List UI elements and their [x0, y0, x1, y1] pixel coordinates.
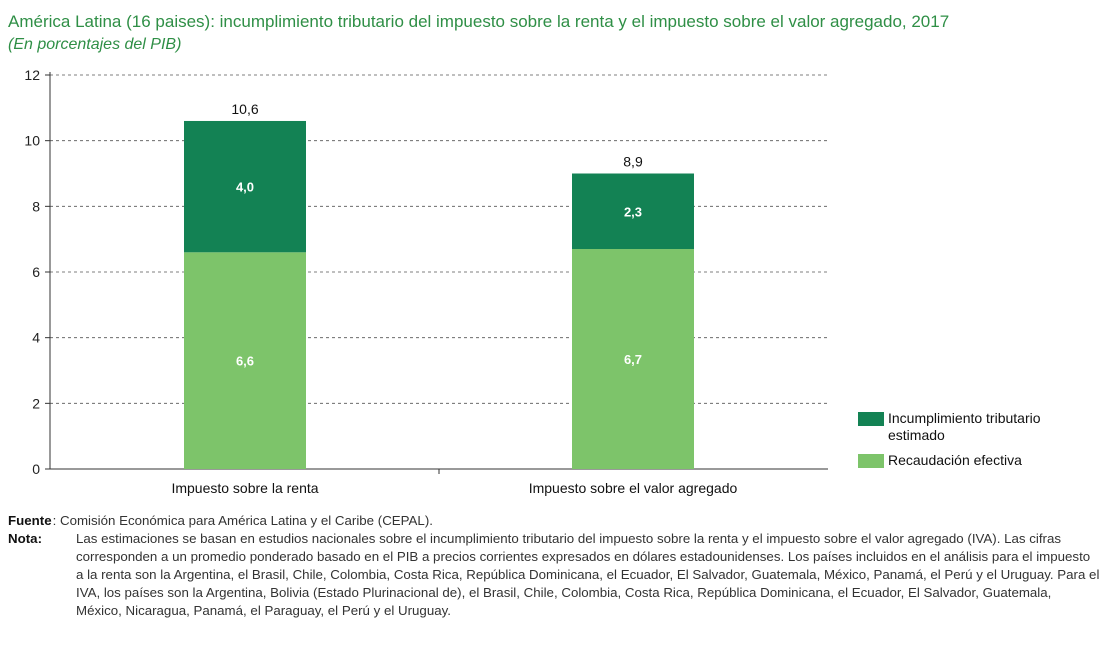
legend-item-incumplimiento: Incumplimiento tributario estimado: [858, 410, 1108, 444]
y-tick-label-6: 6: [32, 264, 40, 280]
y-tick-label-0: 0: [32, 461, 40, 477]
chart-title: América Latina (16 paises): incumplimien…: [8, 12, 950, 31]
source-key: Fuente: [8, 513, 52, 528]
data-label-recaudacion-1: 6,7: [624, 352, 642, 367]
note-key-colon: :: [37, 531, 42, 546]
y-tick-label-12: 12: [24, 67, 40, 83]
legend-label-incumplimiento: Incumplimiento tributario estimado: [888, 410, 1041, 443]
chart-legend: Incumplimiento tributario estimado Recau…: [858, 410, 1108, 477]
chart-subtitle: (En porcentajes del PIB): [8, 36, 182, 53]
source-note: Fuente : Comisión Económica para América…: [8, 512, 1100, 530]
bar-incumplimiento-0: [184, 120, 306, 253]
note-key: Nota:: [8, 530, 76, 620]
total-label-1: 8,9: [623, 154, 643, 170]
note-key-word: Nota: [8, 531, 38, 546]
legend-swatch-incumplimiento: [858, 412, 884, 426]
data-label-incumplimiento-1: 2,3: [624, 204, 642, 219]
y-tick-label-2: 2: [32, 395, 40, 411]
chart-notes: Fuente : Comisión Económica para América…: [8, 512, 1100, 620]
y-tick-label-8: 8: [32, 198, 40, 214]
source-text: : Comisión Económica para América Latina…: [52, 513, 433, 528]
data-label-recaudacion-0: 6,6: [236, 354, 254, 369]
legend-swatch-recaudacion: [858, 454, 884, 468]
total-label-0: 10,6: [231, 101, 258, 117]
bars: [184, 120, 694, 469]
labels: 6,6 4,0 10,6 Impuesto sobre la renta 6,7 2,3 8…: [171, 101, 737, 496]
data-label-incumplimiento-0: 4,0: [236, 180, 254, 195]
stacked-bar-chart: 0 2 4 6 8 10 12 6,6 4,0 10,6 Impuesto sobre la re…: [24, 67, 828, 496]
axes: 0 2 4 6 8 10 12: [24, 67, 828, 477]
legend-item-recaudacion: Recaudación efectiva: [858, 452, 1108, 469]
note-text: Las estimaciones se basan en estudios na…: [76, 531, 1100, 618]
y-tick-label-4: 4: [32, 330, 40, 346]
bar-incumplimiento-1: [572, 173, 694, 250]
y-tick-label-10: 10: [24, 133, 40, 149]
bar-recaudacion-0: [184, 252, 306, 469]
x-category-label-1: Impuesto sobre el valor agregado: [529, 480, 738, 496]
methodology-note: Nota: Las estimaciones se basan en estud…: [8, 530, 1100, 620]
grid-lines: [50, 74, 828, 404]
x-category-label-0: Impuesto sobre la renta: [171, 480, 318, 496]
legend-label-recaudacion: Recaudación efectiva: [888, 452, 1022, 468]
bar-recaudacion-1: [572, 249, 694, 469]
